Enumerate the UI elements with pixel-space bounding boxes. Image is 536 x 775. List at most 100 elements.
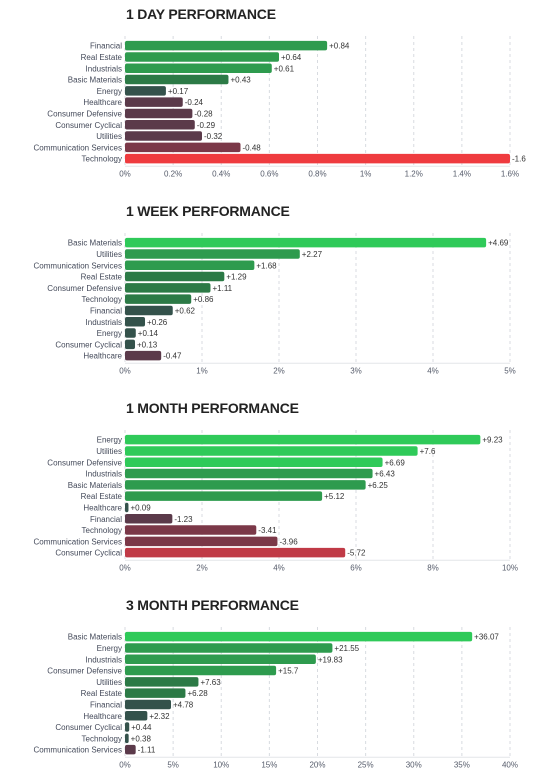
category-label: Technology xyxy=(82,734,122,743)
value-label: +2.32 xyxy=(149,712,170,721)
category-label: Healthcare xyxy=(83,503,122,512)
category-label: Communication Services xyxy=(34,746,122,755)
bar xyxy=(125,733,129,744)
x-tick-label: 15% xyxy=(261,760,277,769)
x-tick-label: 0% xyxy=(119,169,131,178)
bar xyxy=(125,491,323,501)
bar xyxy=(125,744,136,755)
category-label: Energy xyxy=(97,644,122,653)
value-label: -1.11 xyxy=(138,746,156,755)
category-label: Consumer Cyclical xyxy=(55,340,122,349)
bar xyxy=(125,294,192,304)
chart-title: 3 MONTH PERFORMANCE xyxy=(126,597,299,613)
x-tick-label: 0% xyxy=(119,563,131,572)
x-tick-label: 0.4% xyxy=(212,169,230,178)
bar xyxy=(125,665,277,676)
value-label: +0.09 xyxy=(130,503,151,512)
category-label: Healthcare xyxy=(83,98,122,107)
x-tick-label: 0.6% xyxy=(260,169,278,178)
bar xyxy=(125,249,300,259)
value-label: +2.27 xyxy=(302,250,323,259)
bar-chart-1-day: 0% 0.2% 0.4% 0.6% 0.8% 1% 1.2% 1.4% 1.6% Financia… xyxy=(34,36,526,178)
x-tick-label: 1.4% xyxy=(453,169,471,178)
bar xyxy=(125,457,383,467)
category-label: Consumer Defensive xyxy=(47,458,122,467)
value-label: +6.69 xyxy=(385,458,406,467)
category-label: Real Estate xyxy=(81,689,123,698)
value-label: +7.63 xyxy=(200,678,221,687)
bar xyxy=(125,711,148,721)
category-label: Financial xyxy=(90,515,122,524)
category-label: Consumer Defensive xyxy=(47,109,122,118)
category-label: Utilities xyxy=(96,132,122,141)
category-label: Utilities xyxy=(96,250,122,259)
value-label: +0.43 xyxy=(230,76,251,85)
bar xyxy=(125,339,136,350)
bar xyxy=(125,52,279,62)
category-label: Basic Materials xyxy=(68,481,122,490)
bar xyxy=(125,446,418,456)
value-label: +0.64 xyxy=(281,53,302,62)
bar xyxy=(125,108,193,119)
value-label: +0.84 xyxy=(329,42,350,51)
value-label: +0.26 xyxy=(147,318,168,327)
bar xyxy=(125,434,481,445)
category-label: Basic Materials xyxy=(68,633,122,642)
bar xyxy=(125,480,366,490)
bar xyxy=(125,153,510,164)
category-label: Technology xyxy=(82,295,122,304)
x-tick-label: 0% xyxy=(119,366,131,375)
x-tick-label: 5% xyxy=(167,760,179,769)
value-label: +6.43 xyxy=(375,470,396,479)
value-label: +0.86 xyxy=(193,295,214,304)
category-label: Consumer Cyclical xyxy=(55,723,122,732)
value-label: +15.7 xyxy=(278,667,299,676)
category-label: Financial xyxy=(90,700,122,709)
bar xyxy=(125,283,211,293)
value-label: +0.13 xyxy=(137,340,158,349)
bar xyxy=(125,142,241,153)
category-label: Healthcare xyxy=(83,712,122,721)
value-label: +6.28 xyxy=(187,689,208,698)
value-label: -1.23 xyxy=(174,515,193,524)
category-label: Communication Services xyxy=(34,143,122,152)
bar xyxy=(125,97,183,107)
category-label: Utilities xyxy=(96,447,122,456)
category-label: Industrials xyxy=(86,318,122,327)
bar xyxy=(125,688,186,698)
x-tick-label: 6% xyxy=(350,563,362,572)
value-label: +0.61 xyxy=(274,64,295,73)
value-label: +7.6 xyxy=(420,447,436,456)
bar xyxy=(125,525,257,535)
category-label: Real Estate xyxy=(81,273,123,282)
value-label: -0.32 xyxy=(204,132,223,141)
category-label: Communication Services xyxy=(34,261,122,270)
bar xyxy=(125,260,255,270)
bar xyxy=(125,643,333,653)
bar xyxy=(125,699,172,710)
bar xyxy=(125,86,166,96)
bar xyxy=(125,468,373,479)
value-label: +21.55 xyxy=(334,644,359,653)
bar xyxy=(125,350,162,361)
category-label: Technology xyxy=(82,526,122,535)
x-tick-label: 1% xyxy=(360,169,372,178)
bar xyxy=(125,502,129,513)
bar xyxy=(125,40,328,51)
category-label: Communication Services xyxy=(34,537,122,546)
bar xyxy=(125,547,346,558)
category-label: Energy xyxy=(97,436,122,445)
category-label: Industrials xyxy=(86,470,122,479)
x-tick-label: 10% xyxy=(502,563,518,572)
value-label: +1.29 xyxy=(226,273,247,282)
category-label: Financial xyxy=(90,306,122,315)
value-label: +36.07 xyxy=(474,633,499,642)
x-tick-label: 35% xyxy=(454,760,470,769)
category-label: Real Estate xyxy=(81,53,123,62)
value-label: -3.96 xyxy=(279,537,298,546)
x-tick-label: 5% xyxy=(504,366,516,375)
bar-chart-3-month: 0% 5% 10% 15% 20% 25% 30% 35% 40% Basic Materials… xyxy=(34,627,518,769)
x-tick-label: 1.6% xyxy=(501,169,519,178)
bar-chart-1-month: 0% 2% 4% 6% 8% 10% Energy +9.23 Utilities +7.6 Con… xyxy=(34,430,518,572)
bar xyxy=(125,120,195,130)
